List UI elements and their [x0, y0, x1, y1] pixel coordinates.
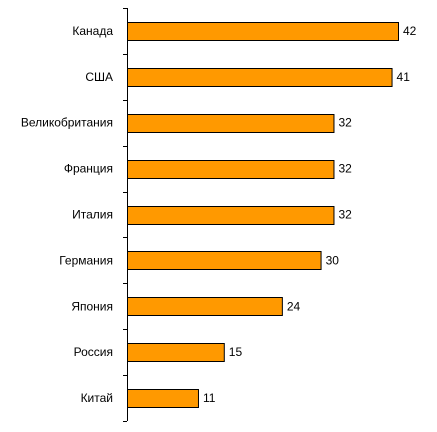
bars-layer	[127, 22, 399, 408]
category-label: Япония	[71, 299, 113, 313]
category-label: Россия	[74, 345, 113, 359]
y-axis-ticks	[123, 8, 127, 422]
value-labels: 42 41 32 32 32 30 24 15 11	[203, 24, 417, 405]
category-label: Франция	[64, 162, 113, 176]
value-label: 41	[397, 70, 411, 84]
category-label: Германия	[59, 253, 113, 267]
value-label: 11	[203, 391, 216, 405]
bar	[127, 22, 399, 41]
value-label: 32	[338, 208, 352, 222]
category-labels: Канада США Великобритания Франция Италия Герм…	[21, 24, 113, 405]
bar	[127, 68, 393, 87]
bar	[127, 114, 335, 133]
value-label: 42	[403, 24, 417, 38]
category-label: Италия	[72, 208, 113, 222]
category-label: Великобритания	[21, 116, 113, 130]
bar	[127, 160, 335, 179]
value-label: 32	[338, 162, 352, 176]
bar	[127, 389, 199, 408]
value-label: 15	[229, 345, 243, 359]
category-label: США	[85, 70, 113, 84]
value-label: 24	[287, 299, 301, 313]
bar	[127, 297, 283, 316]
category-label: Китай	[81, 391, 113, 405]
bar	[127, 206, 335, 225]
bar	[127, 343, 225, 362]
category-label: Канада	[72, 24, 113, 38]
value-label: 30	[326, 253, 340, 267]
bar	[127, 251, 322, 270]
value-label: 32	[338, 116, 352, 130]
